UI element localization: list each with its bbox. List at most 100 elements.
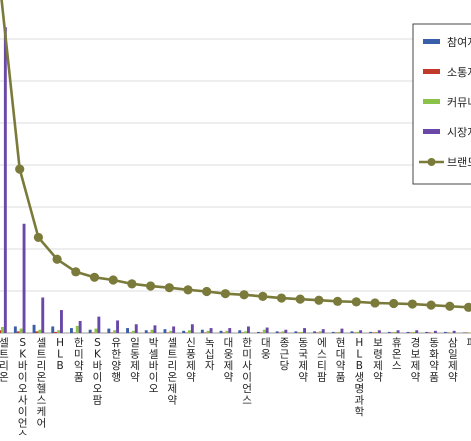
bar-3-0 <box>4 27 7 333</box>
bar-0-10 <box>182 331 185 333</box>
bar-3-2 <box>41 298 44 334</box>
bar-2-12 <box>225 331 228 333</box>
bar-3-4 <box>79 321 82 333</box>
bar-1-22 <box>410 332 413 333</box>
brand-point-2 <box>34 233 43 242</box>
brand-point-12 <box>221 289 230 298</box>
bar-2-22 <box>412 332 415 333</box>
bar-3-22 <box>415 330 418 333</box>
bar-0-1 <box>14 326 17 333</box>
bar-2-19 <box>356 332 359 333</box>
brand-point-22 <box>408 299 417 308</box>
bar-2-13 <box>244 331 247 333</box>
bar-0-22 <box>407 332 410 333</box>
brand-point-21 <box>389 299 398 308</box>
bar-3-14 <box>266 328 269 333</box>
bar-0-23 <box>425 332 428 333</box>
bar-1-17 <box>316 332 319 333</box>
bar-2-7 <box>132 331 135 333</box>
bar-1-9 <box>166 332 169 333</box>
bar-0-5 <box>89 330 92 333</box>
bar-3-20 <box>378 330 381 333</box>
bar-3-18 <box>341 329 344 333</box>
bar-0-7 <box>126 328 129 333</box>
brand-point-4 <box>71 267 80 276</box>
bar-2-23 <box>431 332 434 333</box>
bar-1-10 <box>185 332 188 333</box>
brand-point-18 <box>333 297 342 306</box>
bar-3-5 <box>97 317 100 333</box>
bar-0-17 <box>313 331 316 333</box>
legend-label-2: 커뮤니 <box>447 96 471 109</box>
bar-2-18 <box>338 332 341 333</box>
bar-0-16 <box>294 331 297 333</box>
bar-0-19 <box>351 331 354 333</box>
bar-0-24 <box>444 332 447 333</box>
brand-point-24 <box>445 302 454 311</box>
bar-1-23 <box>428 332 431 333</box>
bar-2-17 <box>319 331 322 333</box>
legend-swatch-1 <box>423 69 440 74</box>
bar-1-19 <box>353 332 356 333</box>
bar-2-15 <box>282 331 285 333</box>
bar-1-11 <box>204 332 207 333</box>
brand-point-16 <box>296 295 305 304</box>
bar-3-8 <box>154 325 157 333</box>
bar-0-4 <box>70 328 73 333</box>
bar-3-24 <box>453 331 456 333</box>
bar-2-11 <box>207 331 210 333</box>
bar-1-13 <box>241 332 244 333</box>
brand-point-17 <box>314 296 323 305</box>
bar-1-5 <box>92 332 95 333</box>
legend-label-1: 소통지 <box>447 66 471 79</box>
bar-0-14 <box>257 332 260 333</box>
bar-2-5 <box>95 329 98 333</box>
bar-1-8 <box>148 332 151 333</box>
brand-point-10 <box>183 285 192 294</box>
bar-2-3 <box>57 330 60 333</box>
bar-3-1 <box>23 224 26 333</box>
bar-2-21 <box>394 332 397 333</box>
bar-1-18 <box>335 332 338 333</box>
bar-2-24 <box>450 332 453 333</box>
bar-2-0 <box>1 327 4 333</box>
x-tick-label-25: 파 <box>467 337 471 349</box>
brand-point-9 <box>165 283 174 292</box>
brand-point-13 <box>240 290 249 299</box>
brand-point-3 <box>53 255 62 264</box>
bar-0-25 <box>463 332 466 333</box>
bar-1-12 <box>223 332 226 333</box>
bar-2-20 <box>375 332 378 333</box>
bar-1-14 <box>260 332 263 333</box>
brand-point-19 <box>352 297 361 306</box>
brand-point-1 <box>15 165 24 174</box>
brand-point-20 <box>370 298 379 307</box>
brand-line <box>1 0 469 307</box>
bar-3-16 <box>303 328 306 333</box>
brand-point-14 <box>258 292 267 301</box>
bar-3-6 <box>116 320 119 333</box>
bar-3-21 <box>397 330 400 333</box>
bar-3-10 <box>191 324 194 333</box>
bar-3-23 <box>434 331 437 333</box>
bar-0-13 <box>238 330 241 333</box>
bar-2-10 <box>188 330 191 333</box>
bar-1-25 <box>466 332 469 333</box>
bar-2-14 <box>263 330 266 333</box>
